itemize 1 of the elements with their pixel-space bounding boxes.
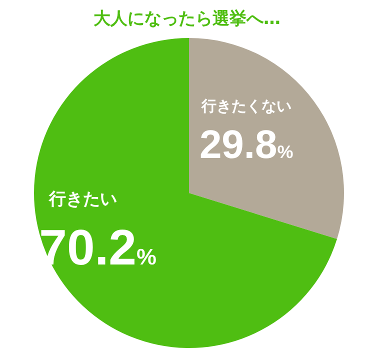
title: 大人になったら選挙へ… — [94, 9, 280, 29]
